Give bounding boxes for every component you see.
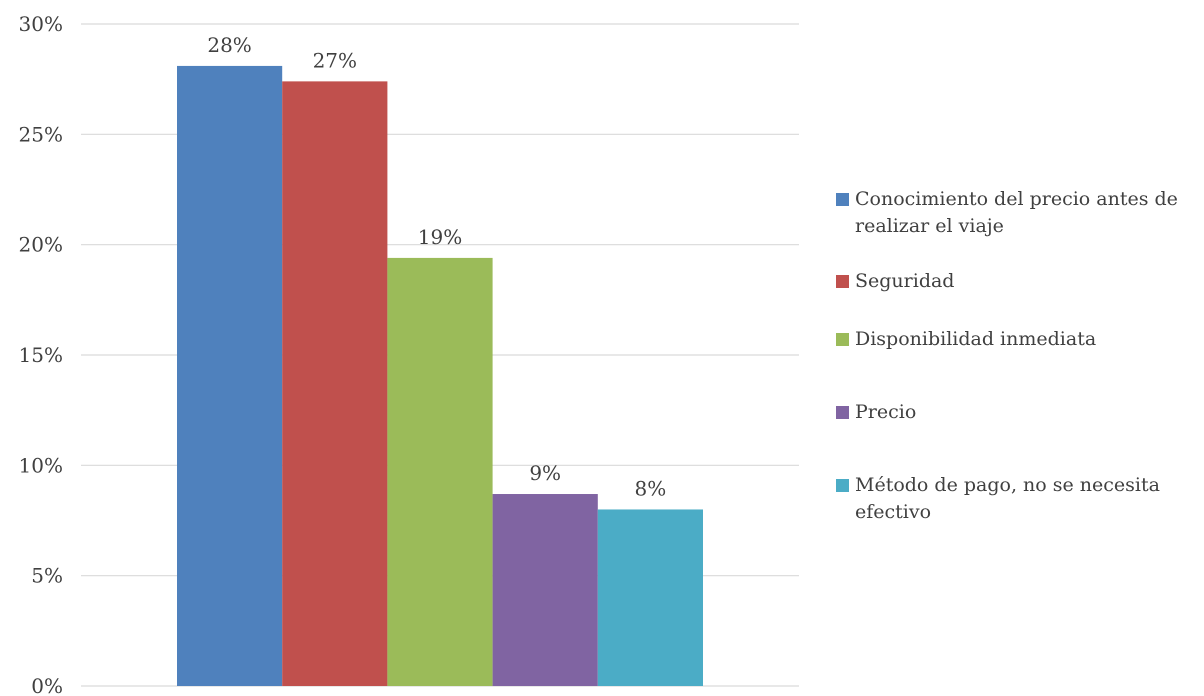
legend-item-disponibilidad: Disponibilidad inmediata	[836, 326, 1200, 353]
bar	[492, 494, 598, 686]
y-tick-label: 10%	[19, 453, 63, 477]
bar	[177, 65, 283, 687]
legend-label-seguridad: Seguridad	[855, 270, 955, 292]
y-tick-label: 25%	[19, 122, 63, 146]
legend-item-precio: Precio	[836, 399, 1200, 426]
y-tick-label: 20%	[19, 233, 63, 257]
legend-swatch-metodo-pago	[836, 479, 849, 492]
data-label: 9%	[529, 461, 561, 485]
data-label: 28%	[207, 33, 251, 57]
data-label: 8%	[635, 476, 667, 500]
y-tick-label: 30%	[19, 12, 63, 36]
bar	[282, 81, 388, 686]
legend-swatch-precio	[836, 406, 849, 419]
data-label: 19%	[418, 225, 462, 249]
legend-label-precio: Precio	[855, 401, 917, 423]
legend-swatch-disponibilidad	[836, 333, 849, 346]
legend-item-metodo-pago: Método de pago, no se necesita efectivo	[836, 472, 1200, 526]
y-tick-label: 0%	[31, 674, 63, 696]
legend-label-metodo-pago: Método de pago, no se necesita efectivo	[855, 474, 1160, 523]
bar	[597, 509, 703, 686]
legend-swatch-conocimiento	[836, 193, 849, 206]
bar	[387, 257, 493, 686]
legend-item-seguridad: Seguridad	[836, 268, 1200, 295]
legend-item-conocimiento: Conocimiento del precio antes de realiza…	[836, 186, 1200, 240]
y-tick-label: 15%	[19, 343, 63, 367]
legend-label-conocimiento: Conocimiento del precio antes de realiza…	[855, 188, 1178, 237]
legend-swatch-seguridad	[836, 275, 849, 288]
data-label: 27%	[313, 48, 357, 72]
y-tick-label: 5%	[31, 564, 63, 588]
legend-label-disponibilidad: Disponibilidad inmediata	[855, 328, 1097, 350]
